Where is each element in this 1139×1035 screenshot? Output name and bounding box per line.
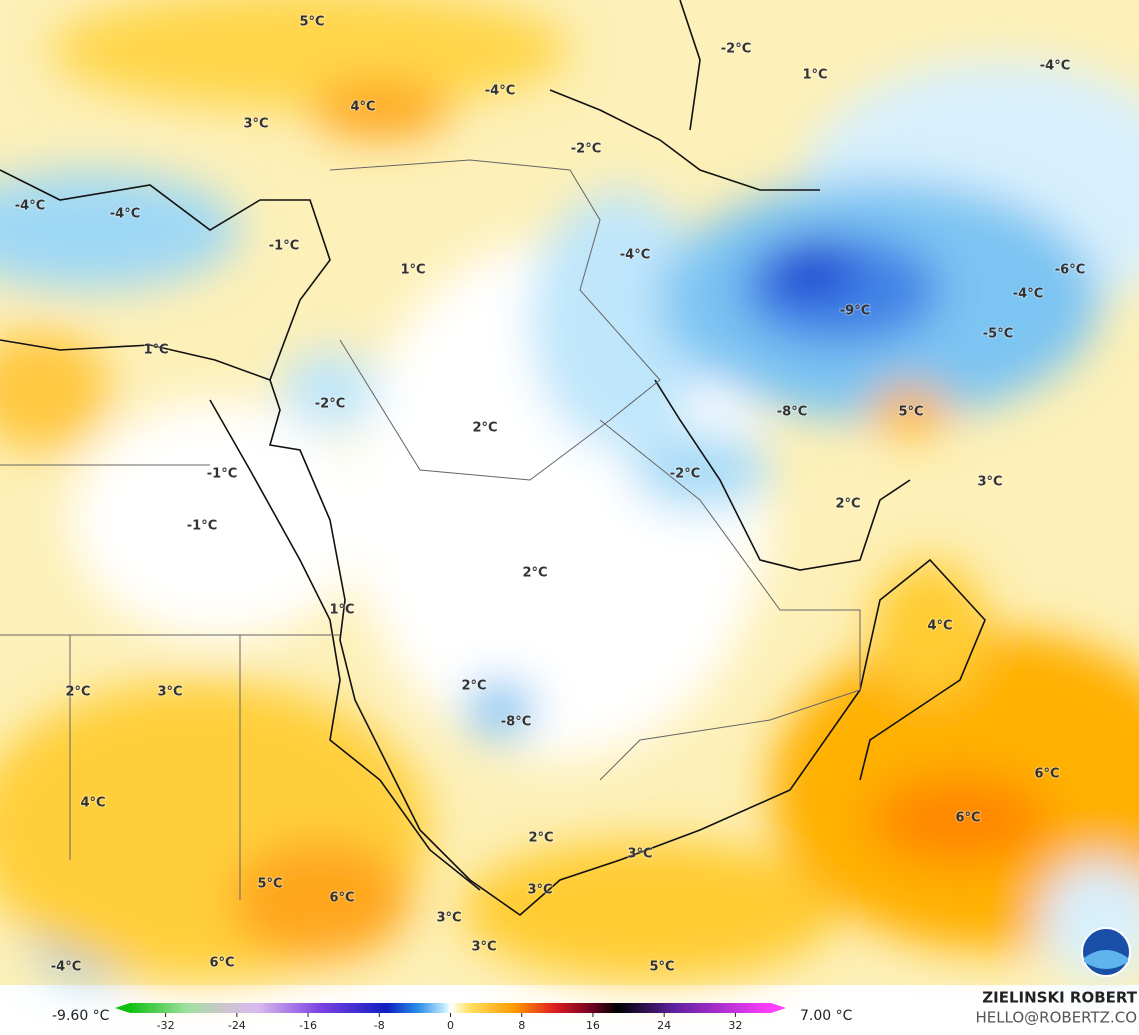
- temperature-label: -4°C: [620, 248, 650, 263]
- temperature-label: 5°C: [649, 960, 674, 975]
- colorbar-max-label: 7.00 °C: [800, 1008, 853, 1024]
- temperature-label: -1°C: [269, 239, 299, 254]
- temperature-label: 2°C: [528, 831, 553, 846]
- credit-contact: HELLO@ROBERTZ.CO: [975, 1009, 1137, 1027]
- temperature-label: 4°C: [350, 100, 375, 115]
- temperature-label: 4°C: [80, 796, 105, 811]
- temperature-field: [0, 0, 1139, 980]
- temperature-label: -6°C: [1055, 263, 1085, 278]
- colorbar-tick-label: 0: [447, 1019, 454, 1032]
- map: 5°C -2°C 1°C -4°C -4°C 4°C 3°C -2°C -4°C -4°C -1°C…: [0, 0, 1139, 985]
- temperature-label: -4°C: [51, 960, 81, 975]
- temperature-label: 5°C: [257, 877, 282, 892]
- temperature-label: 2°C: [461, 679, 486, 694]
- temperature-label: 2°C: [835, 497, 860, 512]
- temperature-label: 3°C: [527, 883, 552, 898]
- coastlines: [0, 0, 986, 917]
- temperature-label: 3°C: [243, 117, 268, 132]
- borders: [0, 159, 861, 900]
- temperature-label: 2°C: [472, 421, 497, 436]
- temperature-label: 2°C: [522, 566, 547, 581]
- temperature-label: -4°C: [1013, 287, 1043, 302]
- temperature-label: -8°C: [777, 405, 807, 420]
- colorbar-tick-label: 16: [586, 1019, 600, 1032]
- temperature-label: 1°C: [802, 68, 827, 83]
- temperature-label: -9°C: [840, 304, 870, 319]
- temperature-label: 5°C: [299, 15, 324, 30]
- temperature-label: 3°C: [471, 940, 496, 955]
- temperature-label: 1°C: [329, 603, 354, 618]
- temperature-label: 6°C: [955, 811, 980, 826]
- temperature-label: 5°C: [898, 405, 923, 420]
- temperature-label: -2°C: [670, 467, 700, 482]
- colorbar-tick-label: -24: [228, 1019, 246, 1032]
- temperature-label: -1°C: [207, 467, 237, 482]
- temperature-label: 3°C: [436, 911, 461, 926]
- colorbar-tick-label: 32: [728, 1019, 742, 1032]
- colorbar-tick-label: -32: [157, 1019, 175, 1032]
- colorbar-tick-label: -16: [299, 1019, 317, 1032]
- colorbar-tick-label: 24: [657, 1019, 671, 1032]
- temperature-label: 1°C: [143, 343, 168, 358]
- temperature-label: 6°C: [209, 956, 234, 971]
- temperature-label: -8°C: [501, 715, 531, 730]
- colorbar: -9.60 °C 7.00 °C -32 -24 -16 -8 0 8 16 24 32: [52, 1003, 853, 1032]
- temperature-label: -5°C: [983, 327, 1013, 342]
- temperature-label: -4°C: [1040, 59, 1070, 74]
- colorbar-min-label: -9.60 °C: [52, 1008, 110, 1024]
- temperature-label: -2°C: [721, 42, 751, 57]
- temperature-label: -4°C: [485, 84, 515, 99]
- temperature-label: -2°C: [315, 397, 345, 412]
- temperature-label: 6°C: [1034, 767, 1059, 782]
- temperature-label: 3°C: [627, 847, 652, 862]
- temperature-label: 3°C: [977, 475, 1002, 490]
- temperature-label: 4°C: [927, 619, 952, 634]
- temperature-label: -2°C: [571, 142, 601, 157]
- temperature-labels: 5°C -2°C 1°C -4°C -4°C 4°C 3°C -2°C -4°C -4°C -1°C…: [14, 14, 1086, 976]
- temperature-label: 2°C: [65, 685, 90, 700]
- temperature-label: 1°C: [400, 263, 425, 278]
- temperature-label: 3°C: [157, 685, 182, 700]
- noaa-logo-wave: [1084, 950, 1128, 969]
- credit-author: ZIELINSKI ROBERT: [982, 989, 1137, 1007]
- colorbar-max-arrow: [771, 1003, 786, 1013]
- colorbar-min-arrow: [115, 1003, 130, 1013]
- credit: ZIELINSKI ROBERT HELLO@ROBERTZ.CO: [975, 927, 1138, 1027]
- colorbar-gradient: [130, 1003, 771, 1013]
- colorbar-tick-label: 8: [518, 1019, 525, 1032]
- temperature-label: -1°C: [187, 519, 217, 534]
- temperature-label: -4°C: [110, 207, 140, 222]
- colorbar-tick-label: -8: [374, 1019, 385, 1032]
- temperature-label: 6°C: [329, 891, 354, 906]
- temperature-label: -4°C: [15, 199, 45, 214]
